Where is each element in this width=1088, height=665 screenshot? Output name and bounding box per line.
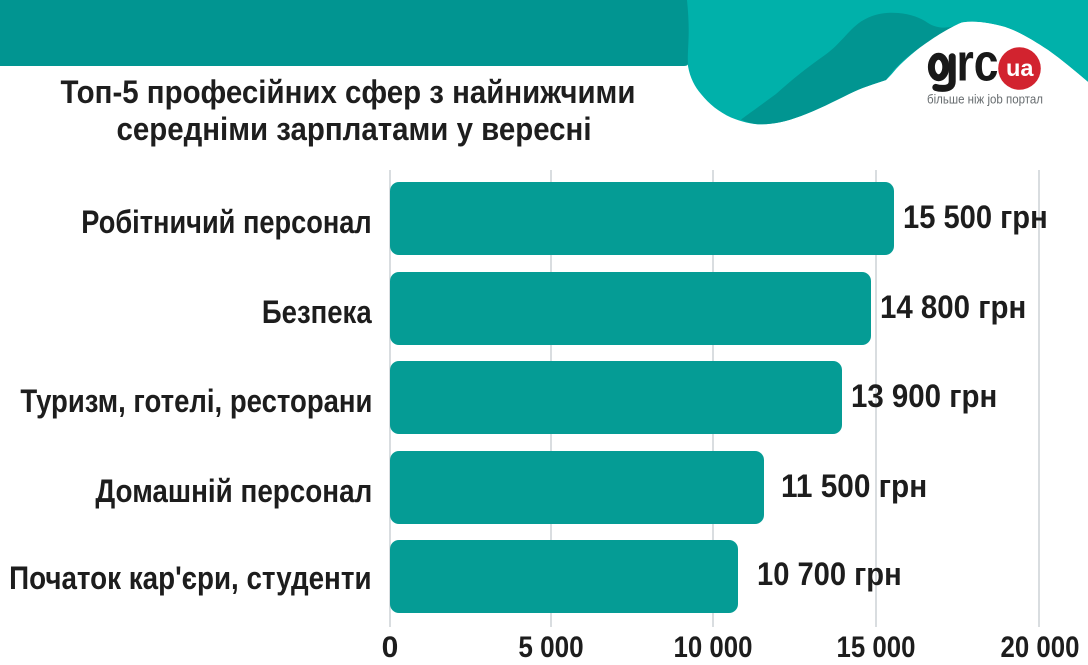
- svg-text:rc: rc: [957, 34, 999, 93]
- svg-text:більше ніж job портал: більше ніж job портал: [927, 92, 1043, 107]
- svg-text:ua: ua: [1006, 55, 1034, 81]
